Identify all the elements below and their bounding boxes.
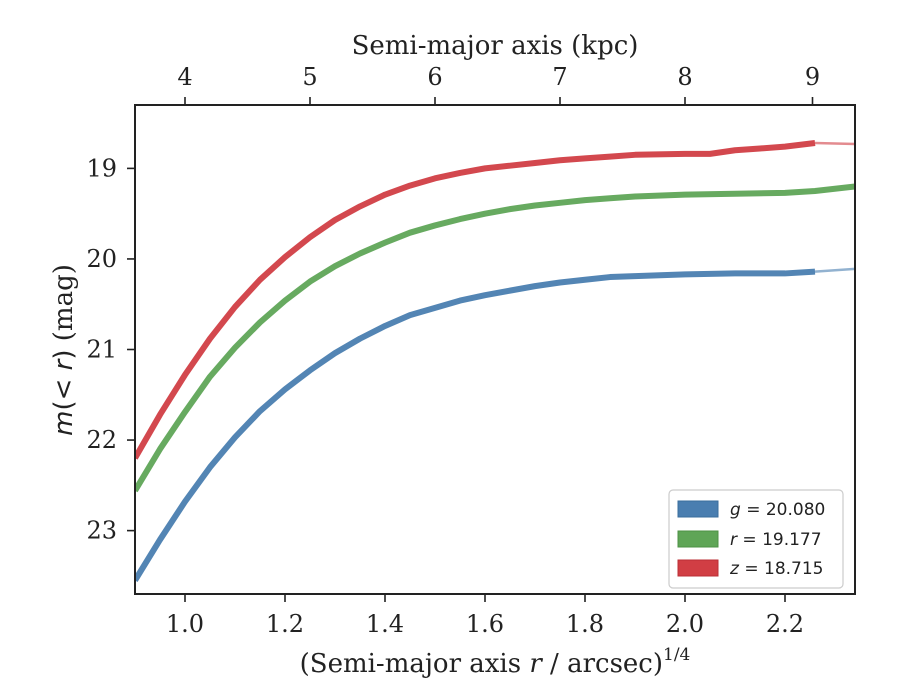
legend-label-r-band: r (730, 530, 738, 550)
top-tick-label: 4 (177, 63, 192, 91)
legend-label-r-eq: = (737, 530, 762, 550)
series-z (135, 140, 855, 460)
series-g-line (135, 268, 816, 582)
legend-label-z-band: z (729, 559, 740, 579)
legend-label-r: r = 19.177 (730, 530, 822, 550)
y-tick-label: 21 (86, 336, 117, 364)
legend-label-z: z = 18.715 (729, 559, 823, 579)
series-layer (135, 140, 855, 582)
series-g-extrapolation (814, 267, 855, 273)
series-r (135, 183, 855, 493)
legend-swatch-g (677, 500, 719, 518)
legend-swatch-r (677, 530, 719, 548)
top-tick-label: 5 (302, 63, 317, 91)
x-tick-label: 2.2 (766, 610, 804, 638)
top-tick-label: 6 (427, 63, 442, 91)
y-axis-title: m(< r) (mag) (49, 264, 79, 436)
x-tick-label: 1.0 (166, 610, 204, 638)
y-tick-label: 19 (86, 154, 117, 182)
top-tick-label: 8 (677, 63, 692, 91)
legend-swatch-z (677, 559, 719, 577)
bottom-axis-title: (Semi-major axis r / arcsec)1/4 (300, 645, 691, 679)
y-axis-title-r: r (49, 357, 79, 370)
y-axis-title-m: m (49, 411, 79, 436)
x-tick-label: 1.4 (366, 610, 404, 638)
y-axis-title-unit: (mag) (49, 264, 79, 349)
legend-label-r-value: 19.177 (762, 530, 821, 550)
x-tick-label: 1.8 (566, 610, 604, 638)
y-tick-label: 23 (86, 517, 117, 545)
x-tick-label: 1.2 (266, 610, 304, 638)
y-tick-label: 20 (86, 245, 117, 273)
ticks-layer: 1.0 1.2 1.4 1.6 1.8 2.0 2.2 19 20 21 22 23 4 5 6 7 8 9 (86, 63, 820, 638)
legend: g = 20.080 r = 19.177 z = 18.715 (668, 489, 844, 589)
top-tick-label: 9 (805, 63, 820, 91)
bottom-axis-title-prefix: (Semi-major axis (300, 649, 530, 679)
top-axis-title: Semi-major axis (kpc) (352, 31, 639, 61)
legend-label-z-value: 18.715 (764, 559, 823, 579)
bottom-axis-title-var: r (529, 649, 543, 679)
x-tick-label: 2.0 (666, 610, 704, 638)
x-tick-label: 1.6 (466, 610, 504, 638)
series-z-extrapolation (814, 141, 855, 146)
y-axis-title-close: ) (49, 349, 79, 359)
top-tick-label: 7 (552, 63, 567, 91)
bottom-axis-title-suffix: / arcsec) (542, 649, 663, 679)
series-r-line (135, 183, 855, 493)
y-axis-title-lt: (< (49, 370, 79, 410)
legend-label-z-eq: = (739, 559, 764, 579)
legend-label-g-band: g (730, 500, 741, 520)
legend-label-g-value: 20.080 (766, 500, 825, 520)
y-tick-label: 22 (86, 426, 117, 454)
series-g (135, 267, 855, 582)
bottom-axis-title-exponent: 1/4 (663, 645, 690, 665)
legend-label-g: g = 20.080 (730, 500, 825, 520)
legend-label-g-eq: = (741, 500, 766, 520)
series-z-line (135, 140, 816, 460)
